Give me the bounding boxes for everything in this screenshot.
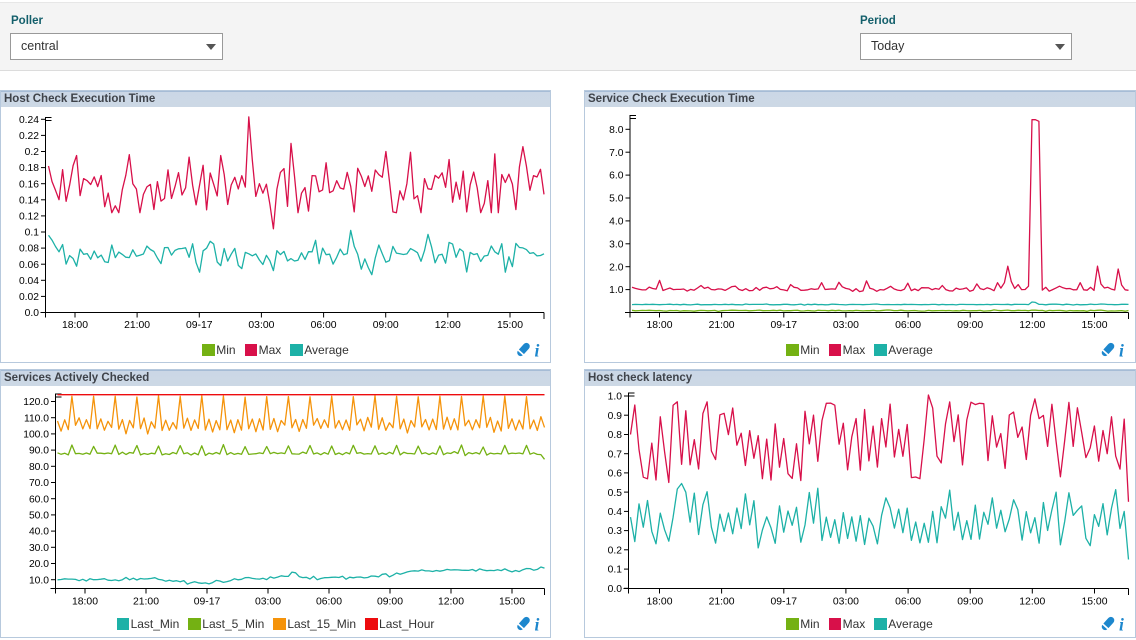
svg-text:80.0: 80.0 bbox=[29, 462, 49, 473]
svg-text:18:00: 18:00 bbox=[646, 320, 672, 331]
svg-text:0.8: 0.8 bbox=[608, 430, 623, 441]
svg-text:09-17: 09-17 bbox=[771, 320, 798, 331]
svg-text:0.02: 0.02 bbox=[19, 292, 39, 303]
svg-text:03:00: 03:00 bbox=[248, 320, 274, 331]
svg-text:21:00: 21:00 bbox=[709, 597, 735, 608]
svg-text:15:00: 15:00 bbox=[1081, 597, 1107, 608]
svg-text:7.0: 7.0 bbox=[609, 148, 624, 159]
svg-text:0.04: 0.04 bbox=[19, 276, 39, 287]
svg-text:0.24: 0.24 bbox=[19, 115, 39, 126]
svg-text:4.0: 4.0 bbox=[609, 217, 624, 228]
svg-text:0.2: 0.2 bbox=[25, 147, 40, 158]
svg-text:0.22: 0.22 bbox=[19, 131, 39, 142]
svg-text:12:00: 12:00 bbox=[435, 320, 461, 331]
svg-text:0.0: 0.0 bbox=[25, 308, 40, 319]
svg-text:21:00: 21:00 bbox=[133, 597, 159, 608]
svg-text:0.18: 0.18 bbox=[19, 163, 39, 174]
svg-text:12:00: 12:00 bbox=[1019, 597, 1045, 608]
svg-text:i: i bbox=[1119, 614, 1124, 634]
svg-text:6.0: 6.0 bbox=[609, 171, 624, 182]
svg-text:1.0: 1.0 bbox=[608, 392, 623, 403]
svg-text:50.0: 50.0 bbox=[29, 511, 49, 522]
svg-text:18:00: 18:00 bbox=[62, 320, 88, 331]
svg-text:110.0: 110.0 bbox=[24, 413, 49, 424]
svg-text:09-17: 09-17 bbox=[771, 597, 798, 608]
svg-text:12:00: 12:00 bbox=[438, 597, 464, 608]
svg-text:0.7: 0.7 bbox=[608, 449, 623, 460]
svg-text:40.0: 40.0 bbox=[29, 527, 49, 538]
svg-text:60.0: 60.0 bbox=[29, 494, 49, 505]
svg-text:15:00: 15:00 bbox=[499, 597, 525, 608]
svg-text:0.4: 0.4 bbox=[608, 507, 623, 518]
svg-text:0.0: 0.0 bbox=[608, 584, 623, 595]
svg-text:09-17: 09-17 bbox=[194, 597, 221, 608]
svg-text:09:00: 09:00 bbox=[373, 320, 399, 331]
svg-text:0.9: 0.9 bbox=[608, 411, 623, 422]
svg-text:0.16: 0.16 bbox=[19, 179, 39, 190]
svg-text:03:00: 03:00 bbox=[833, 597, 859, 608]
svg-text:03:00: 03:00 bbox=[833, 320, 859, 331]
svg-text:8.0: 8.0 bbox=[609, 125, 624, 136]
svg-text:0.08: 0.08 bbox=[19, 244, 39, 255]
svg-text:i: i bbox=[535, 614, 540, 634]
svg-text:3.0: 3.0 bbox=[609, 239, 624, 250]
svg-text:0.06: 0.06 bbox=[19, 260, 39, 271]
svg-text:5.0: 5.0 bbox=[609, 194, 624, 205]
svg-text:100.0: 100.0 bbox=[23, 430, 49, 441]
svg-text:15:00: 15:00 bbox=[1081, 320, 1107, 331]
svg-text:2.0: 2.0 bbox=[609, 262, 624, 273]
svg-text:03:00: 03:00 bbox=[255, 597, 281, 608]
svg-text:0.1: 0.1 bbox=[608, 565, 623, 576]
svg-text:06:00: 06:00 bbox=[895, 597, 921, 608]
svg-text:20.0: 20.0 bbox=[29, 559, 49, 570]
svg-text:30.0: 30.0 bbox=[29, 543, 49, 554]
svg-text:i: i bbox=[535, 340, 540, 360]
svg-text:18:00: 18:00 bbox=[646, 597, 672, 608]
svg-text:21:00: 21:00 bbox=[709, 320, 735, 331]
svg-text:09:00: 09:00 bbox=[957, 320, 983, 331]
svg-text:0.12: 0.12 bbox=[19, 212, 39, 223]
svg-text:06:00: 06:00 bbox=[316, 597, 342, 608]
svg-text:0.3: 0.3 bbox=[608, 526, 623, 537]
svg-text:09-17: 09-17 bbox=[186, 320, 213, 331]
svg-text:0.2: 0.2 bbox=[608, 545, 623, 556]
svg-text:09:00: 09:00 bbox=[957, 597, 983, 608]
svg-text:06:00: 06:00 bbox=[311, 320, 337, 331]
svg-text:21:00: 21:00 bbox=[124, 320, 150, 331]
svg-text:0.14: 0.14 bbox=[19, 195, 39, 206]
svg-text:15:00: 15:00 bbox=[497, 320, 523, 331]
svg-text:0.5: 0.5 bbox=[608, 488, 623, 499]
svg-text:70.0: 70.0 bbox=[29, 478, 49, 489]
svg-text:120.0: 120.0 bbox=[23, 397, 49, 408]
svg-text:90.0: 90.0 bbox=[29, 446, 49, 457]
svg-text:18:00: 18:00 bbox=[72, 597, 98, 608]
svg-text:12:00: 12:00 bbox=[1019, 320, 1045, 331]
svg-text:i: i bbox=[1119, 340, 1124, 360]
svg-text:0.1: 0.1 bbox=[25, 228, 40, 239]
svg-text:06:00: 06:00 bbox=[895, 320, 921, 331]
svg-text:1.0: 1.0 bbox=[609, 285, 624, 296]
svg-text:09:00: 09:00 bbox=[377, 597, 403, 608]
svg-text:0.6: 0.6 bbox=[608, 469, 623, 480]
svg-text:10.0: 10.0 bbox=[29, 575, 49, 586]
